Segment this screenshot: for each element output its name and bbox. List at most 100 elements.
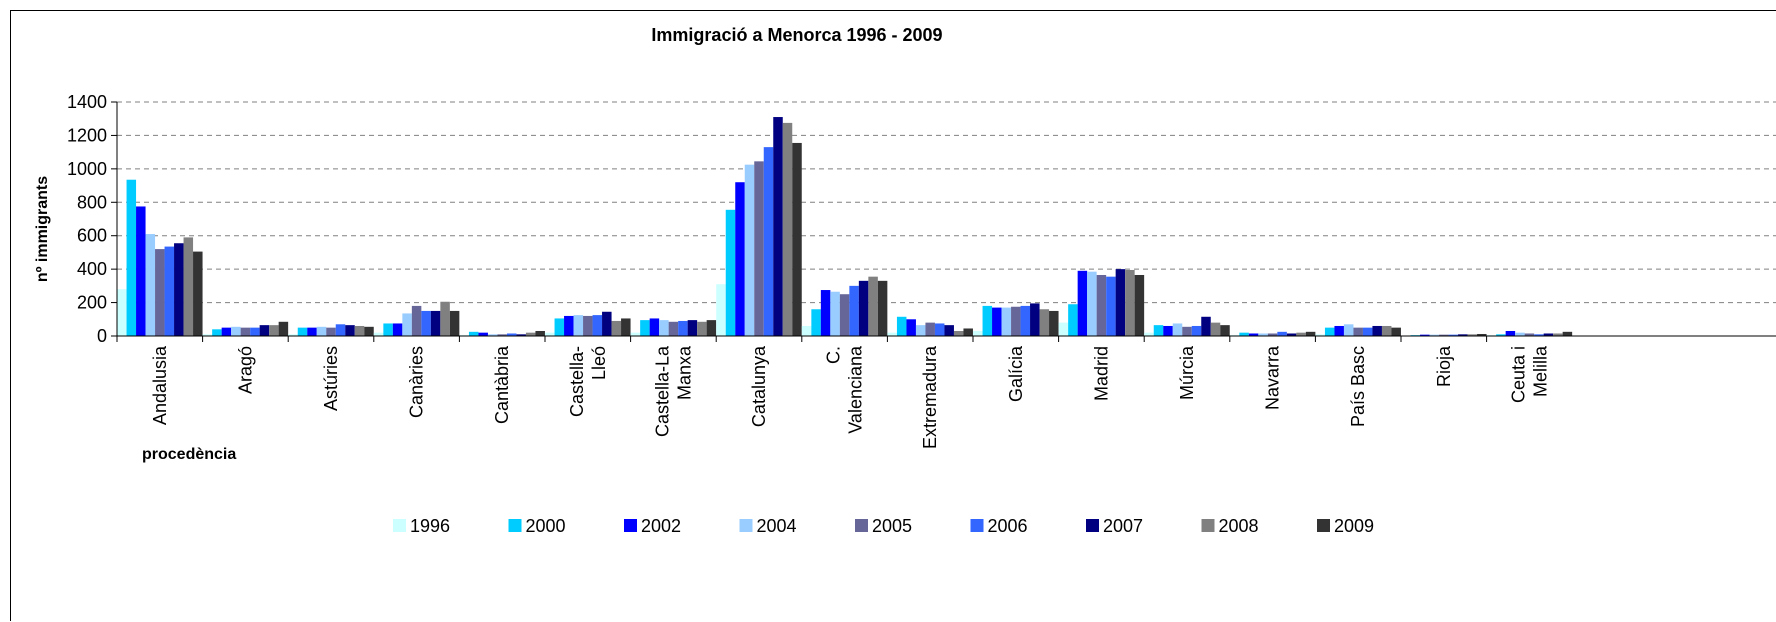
bar <box>183 237 194 336</box>
bar <box>231 326 241 336</box>
bar <box>963 328 973 336</box>
bar <box>506 333 517 336</box>
bar <box>1163 325 1173 336</box>
legend-swatch <box>1317 519 1330 532</box>
bar <box>1182 326 1192 336</box>
bar <box>697 321 707 336</box>
y-tick-label: 1000 <box>67 159 107 179</box>
chart-svg: Immigració a Menorca 1996 - 2009 0 200 400… <box>34 25 1776 536</box>
bar <box>1458 334 1468 336</box>
bar <box>497 334 507 336</box>
y-tick-label: 400 <box>77 259 107 279</box>
bar <box>221 327 232 336</box>
bar <box>744 164 755 336</box>
bar <box>449 310 460 336</box>
bar <box>611 320 622 336</box>
legend: 1996 2000 2002 2004 2005 2006 2007 2008 2009 <box>393 516 1374 536</box>
bar <box>1191 325 1202 336</box>
bar <box>335 324 346 336</box>
bar <box>1534 334 1544 336</box>
bar <box>1153 325 1164 336</box>
bar <box>649 318 660 336</box>
bar <box>1258 333 1268 336</box>
bar <box>421 310 431 336</box>
bar <box>1077 270 1088 336</box>
bar <box>1391 327 1401 336</box>
bar <box>934 323 945 336</box>
bar <box>602 311 612 336</box>
legend-label: 2000 <box>526 516 566 536</box>
bar <box>706 320 717 336</box>
x-tick-label: Canàries <box>407 346 427 418</box>
bar <box>1562 331 1573 336</box>
bar <box>820 290 831 336</box>
axes-layer <box>111 101 1776 342</box>
bar <box>896 316 907 336</box>
bar <box>1543 333 1554 336</box>
chart-frame: Immigració a Menorca 1996 - 2009 0 200 400… <box>10 10 1776 621</box>
bar <box>953 330 964 336</box>
x-tick-label: Múrcia <box>1177 345 1197 400</box>
y-tick-label: 800 <box>77 192 107 212</box>
bar <box>982 305 993 336</box>
x-axis-title: procedència <box>142 446 236 463</box>
bar <box>1020 305 1031 336</box>
x-tick-label: Melilla <box>1530 345 1550 397</box>
y-tick-label: 1400 <box>67 92 107 112</box>
legend-label: 2009 <box>1334 516 1374 536</box>
bar <box>573 315 584 336</box>
bar <box>621 318 631 336</box>
bar <box>887 332 897 336</box>
legend-label: 2005 <box>872 516 912 536</box>
bar <box>564 315 574 336</box>
bar <box>430 310 441 336</box>
bar <box>839 294 850 336</box>
chart-title: Immigració a Menorca 1996 - 2009 <box>651 25 942 45</box>
bar <box>754 161 764 336</box>
x-tick-label: Madrid <box>1091 346 1111 401</box>
bar <box>1201 316 1211 336</box>
bar <box>1106 276 1116 336</box>
bar <box>659 320 669 336</box>
x-tick-label: Cantàbria <box>492 345 512 424</box>
bar <box>1039 309 1050 336</box>
bar <box>1505 330 1516 336</box>
bar <box>145 234 156 336</box>
x-tick-label: Valenciana <box>846 345 866 434</box>
legend-swatch <box>1201 519 1215 532</box>
bar <box>1524 333 1535 336</box>
legend-label: 2004 <box>757 516 797 536</box>
bar <box>1096 274 1107 336</box>
x-tick-label: Navarra <box>1263 345 1283 410</box>
bar <box>858 280 869 336</box>
bar <box>1467 334 1478 336</box>
x-tick-label: Castella-La <box>652 345 672 437</box>
x-tick-label: Galícia <box>1006 345 1026 402</box>
bar <box>487 334 498 336</box>
bar <box>1087 271 1097 336</box>
bar <box>1286 333 1297 336</box>
legend-swatch <box>970 519 984 532</box>
bar <box>202 334 213 336</box>
x-tick-label: Lleó <box>589 346 609 380</box>
bar <box>801 325 812 336</box>
bar <box>1334 325 1344 336</box>
bar <box>735 182 745 336</box>
y-tick-label: 0 <box>97 326 107 346</box>
bar <box>725 209 736 336</box>
bar <box>155 249 165 336</box>
bar <box>640 320 650 336</box>
bar <box>373 332 384 336</box>
legend-label: 2006 <box>988 516 1028 536</box>
bar <box>250 327 260 336</box>
bar <box>1115 269 1126 336</box>
bar <box>535 330 545 336</box>
bar <box>354 325 365 336</box>
bar <box>164 246 175 336</box>
legend-swatch <box>393 519 406 532</box>
bar <box>525 332 536 336</box>
bar <box>773 117 783 336</box>
bar <box>1058 322 1069 336</box>
legend-swatch <box>855 519 868 532</box>
bar <box>1239 332 1249 336</box>
